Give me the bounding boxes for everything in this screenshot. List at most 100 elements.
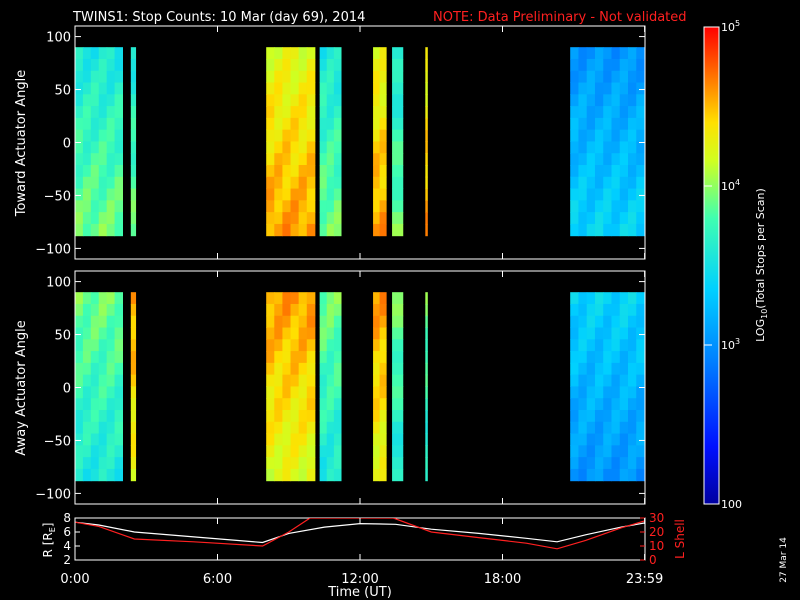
heatmap-cell <box>392 292 404 305</box>
heatmap-cell <box>298 82 308 95</box>
heatmap-cell <box>82 468 92 482</box>
heatmap-cell <box>326 351 335 364</box>
heatmap-cell <box>298 421 308 435</box>
heatmap-cell <box>282 327 292 340</box>
heatmap-cell <box>319 410 328 423</box>
heatmap-cell <box>298 141 308 154</box>
heatmap-cell <box>636 398 646 411</box>
heatmap-cell <box>90 398 100 411</box>
heatmap-cell <box>619 82 629 95</box>
heatmap-cell <box>326 433 335 446</box>
heatmap-cell <box>114 70 123 84</box>
heatmap-cell <box>98 117 108 131</box>
heatmap-cell <box>326 58 335 72</box>
heatmap-cell <box>586 421 596 435</box>
heatmap-cell <box>98 445 108 458</box>
heatmap-cell <box>594 410 604 423</box>
heatmap-cell <box>290 94 300 107</box>
heatmap-cell <box>326 327 335 340</box>
heatmap-cell <box>619 362 629 376</box>
heatmap-cell <box>82 82 92 95</box>
heatmap-cell <box>75 386 84 399</box>
heatmap-cell <box>106 362 116 376</box>
heatmap-cell <box>333 362 342 376</box>
heatmap-cell <box>326 176 335 190</box>
heatmap-cell <box>570 433 579 446</box>
heatmap-cell <box>333 445 342 458</box>
heatmap-cell <box>130 176 137 190</box>
heatmap-cell <box>274 315 283 329</box>
heatmap-cell <box>373 339 381 352</box>
heatmap-cell <box>628 398 637 411</box>
heatmap-cell <box>106 212 116 225</box>
heatmap-cell <box>586 339 596 352</box>
heatmap-cell <box>266 351 275 364</box>
heatmap-cell <box>130 153 137 166</box>
heatmap-cell <box>75 398 84 411</box>
heatmap-cell <box>379 421 387 435</box>
heatmap-cell <box>130 362 137 376</box>
heatmap-cell <box>392 47 404 60</box>
heatmap-cell <box>298 58 308 72</box>
heatmap-cell <box>298 153 308 166</box>
heatmap-cell <box>578 398 588 411</box>
heatmap-cell <box>114 58 123 72</box>
heatmap-cell <box>106 176 116 190</box>
heatmap-cell <box>586 212 596 225</box>
heatmap-cell <box>578 165 588 178</box>
heatmap-cell <box>130 58 137 72</box>
heatmap-cell <box>282 386 292 399</box>
heatmap-cell <box>586 176 596 190</box>
heatmap-cell <box>611 200 621 213</box>
heatmap-cell <box>319 303 328 317</box>
heatmap-cell <box>98 362 108 376</box>
heatmap-cell <box>130 386 137 399</box>
away-y-axis-label: Away Actuator Angle <box>14 320 29 455</box>
heatmap-cell <box>570 223 579 237</box>
heatmap-cell <box>274 421 283 435</box>
heatmap-cell <box>82 106 92 119</box>
heatmap-cell <box>306 176 316 190</box>
heatmap-cell <box>290 292 300 305</box>
heatmap-cell <box>586 141 596 154</box>
y-tick-label: −50 <box>44 189 71 204</box>
heatmap-cell <box>106 70 116 84</box>
heatmap-cell <box>82 153 92 166</box>
heatmap-cell <box>75 129 84 142</box>
heatmap-cell <box>306 339 316 352</box>
heatmap-cell <box>326 398 335 411</box>
heatmap-cell <box>392 362 404 376</box>
heatmap-cell <box>298 410 308 423</box>
heatmap-cell <box>82 141 92 154</box>
time-axis-ticks: 0:00 6:00 12:00 18:00 23:59 <box>60 26 663 587</box>
heatmap-cell <box>333 129 342 142</box>
heatmap-cell <box>282 410 292 423</box>
heatmap-cell <box>603 141 612 154</box>
heatmap-cell <box>290 421 300 435</box>
heatmap-cell <box>594 374 604 387</box>
heatmap-cell <box>578 70 588 84</box>
heatmap-cell <box>290 58 300 72</box>
heatmap-cell <box>333 70 342 84</box>
heatmap-cell <box>82 351 92 364</box>
heatmap-cell <box>636 58 646 72</box>
heatmap-cell <box>392 188 404 201</box>
heatmap-cell <box>373 188 381 201</box>
heatmap-cell <box>82 212 92 225</box>
heatmap-cell <box>373 212 381 225</box>
heatmap-cell <box>106 386 116 399</box>
heatmap-cell <box>373 303 381 317</box>
heatmap-cell <box>611 339 621 352</box>
heatmap-cell <box>266 398 275 411</box>
heatmap-cell <box>298 374 308 387</box>
heatmap-cell <box>306 94 316 107</box>
heatmap-cell <box>98 223 108 237</box>
heatmap-cell <box>90 303 100 317</box>
heatmap-cell <box>274 457 283 470</box>
heatmap-cell <box>619 47 629 60</box>
heatmap-cell <box>425 339 428 352</box>
heatmap-cell <box>306 58 316 72</box>
away-angle-panel: 100 50 0 −50 −100 Away Actuator Angle <box>14 270 646 505</box>
colorbar-label: LOG10(Total Stops per Scan) <box>754 188 769 342</box>
heatmap-cell <box>570 362 579 376</box>
